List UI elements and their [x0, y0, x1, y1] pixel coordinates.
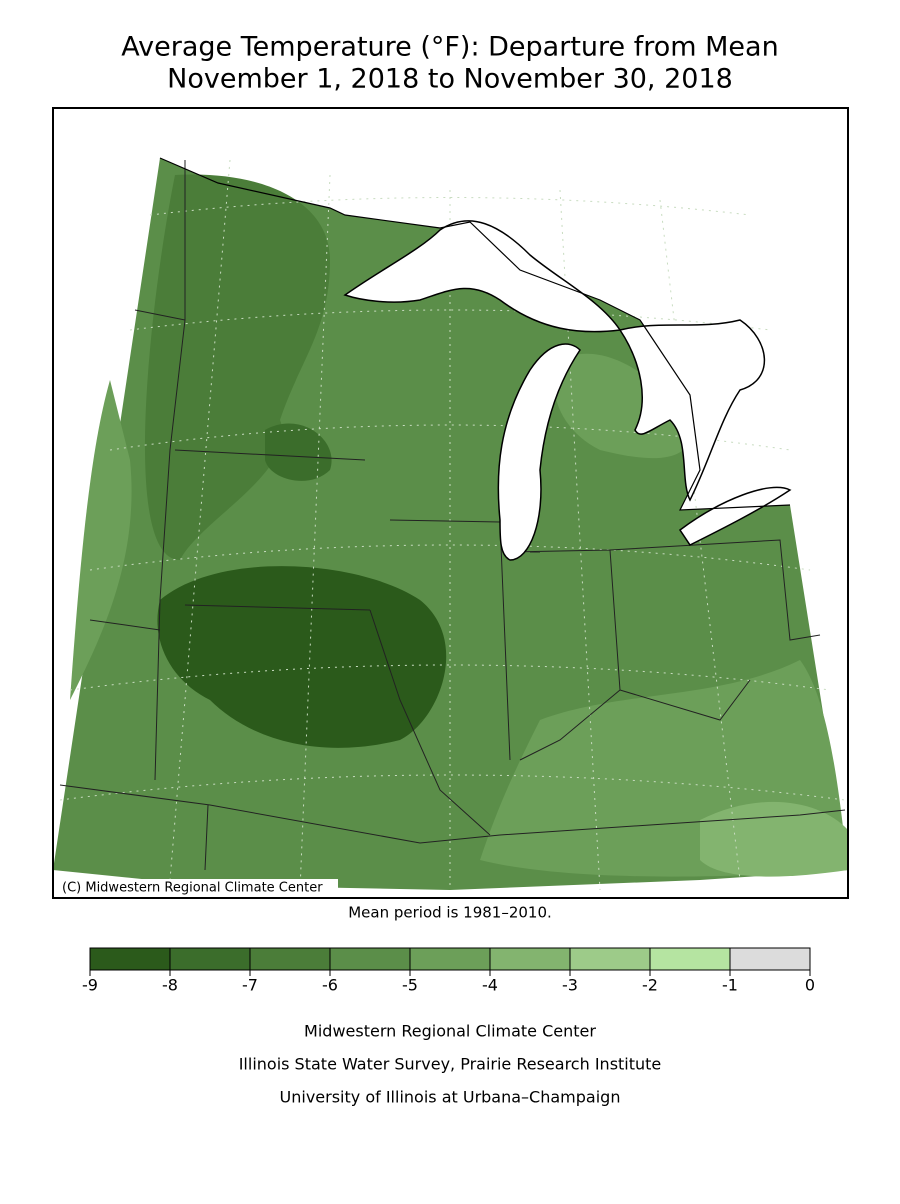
legend-swatch [569, 947, 651, 971]
credit: University of Illinois at Urbana–Champai… [280, 1088, 621, 1107]
legend-tick-label: -1 [722, 976, 738, 995]
legend-swatch [409, 947, 491, 971]
legend-tick-label: -9 [82, 976, 98, 995]
legend-tick-label: -4 [482, 976, 498, 995]
zone [157, 566, 447, 748]
legend-tick-label: -3 [562, 976, 578, 995]
zone [700, 801, 848, 877]
credit: Illinois State Water Survey, Prairie Res… [239, 1055, 662, 1074]
legend-swatch [169, 947, 251, 971]
zone [265, 423, 332, 481]
zone [70, 380, 132, 700]
legend-swatch [729, 947, 811, 971]
legend-tick-label: -6 [322, 976, 338, 995]
legend-swatch [249, 947, 331, 971]
legend: -9 -8 -7 -6 -5 -4 -3 -2 -1 0 [82, 947, 815, 995]
copyright: (C) Midwestern Regional Climate Center [62, 881, 323, 896]
legend-tick-label: -8 [162, 976, 178, 995]
zone [554, 353, 692, 459]
legend-swatch [89, 947, 171, 971]
note: Mean period is 1981–2010. [348, 904, 552, 922]
copyright-box [55, 879, 338, 897]
subtitle: November 1, 2018 to November 30, 2018 [167, 64, 733, 95]
title: Average Temperature (°F): Departure from… [121, 32, 778, 63]
map-frame [52, 107, 849, 899]
legend-tick-label: -5 [402, 976, 418, 995]
state-borders [59, 160, 846, 871]
map: (C) Midwestern Regional Climate Center [52, 107, 849, 899]
legend-swatch [329, 947, 411, 971]
legend-swatch [489, 947, 571, 971]
zone [144, 174, 330, 560]
graticule [59, 159, 846, 891]
legend-tick-label: -7 [242, 976, 258, 995]
legend-tick-label: 0 [805, 976, 815, 995]
legend-swatch [649, 947, 731, 971]
credit: Midwestern Regional Climate Center [304, 1022, 596, 1041]
lakes [159, 157, 792, 561]
legend-tick-label: -2 [642, 976, 658, 995]
